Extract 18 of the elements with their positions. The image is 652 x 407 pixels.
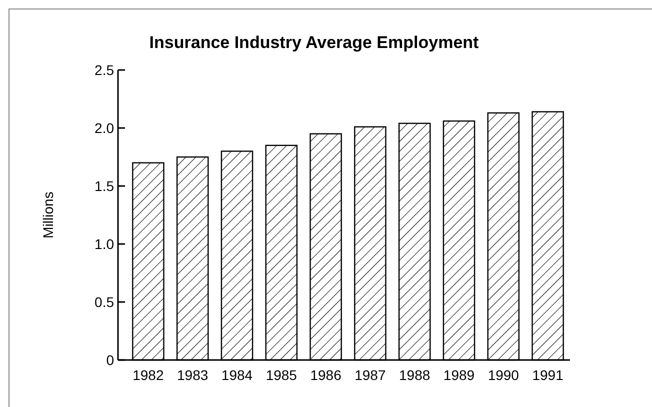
x-tick-label: 1989 [443,367,475,383]
x-tick-label: 1982 [132,367,164,383]
x-tick-label: 1991 [532,367,564,383]
y-tick-label: 0 [106,352,114,368]
x-tick-label: 1988 [399,367,430,383]
y-tick-label: 0.5 [94,294,114,310]
y-tick-label: 2.5 [94,62,114,78]
x-tick-label: 1990 [488,367,520,383]
chart-title: Insurance Industry Average Employment [149,33,480,52]
x-tick-label: 1985 [266,367,298,383]
text: 1.0 [94,236,114,252]
x-tick-label: 1986 [310,367,342,383]
x-tick-label: 1983 [177,367,208,383]
y-tick-label: 1.5 [94,178,114,194]
x-tick-label: 1984 [221,367,253,383]
y-axis-title: Millions [40,192,56,238]
text: 2.0 [94,120,114,136]
x-tick-label: 1987 [354,367,386,383]
